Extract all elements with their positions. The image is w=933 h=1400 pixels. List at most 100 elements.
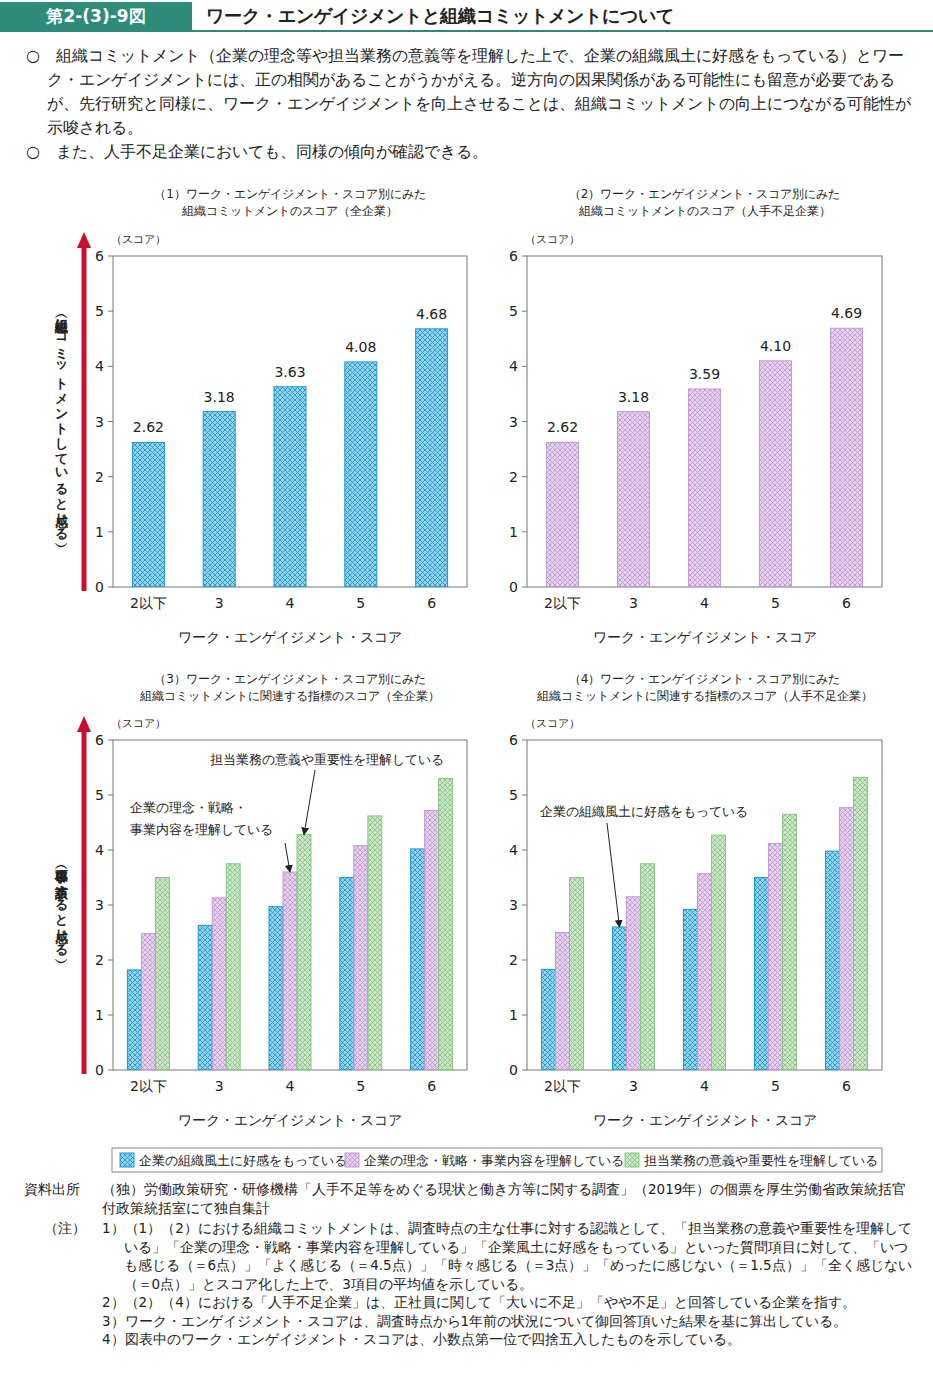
y-axis-label: （スコア） (525, 717, 580, 730)
y-tick (108, 256, 113, 257)
y-tick (522, 960, 527, 961)
y-tick (522, 850, 527, 851)
y-tick-label: 2 (509, 469, 518, 485)
legend-label: 企業の組織風土に好感をもっている (139, 1153, 347, 1168)
y-tick-label: 2 (95, 952, 104, 968)
y-tick-label: 0 (509, 579, 518, 595)
legend-swatch (625, 1153, 639, 1167)
annotation-line: 企業の組織風土に好感をもっている (540, 804, 748, 819)
bar (556, 933, 570, 1071)
y-tick-label: 3 (509, 414, 518, 430)
y-tick (522, 256, 527, 257)
x-axis-label: ワーク・エンゲイジメント・スコア (593, 629, 817, 645)
y-tick-label: 6 (95, 732, 104, 748)
x-tick-label: 5 (771, 595, 780, 611)
y-tick (522, 1015, 527, 1016)
bar (840, 808, 854, 1070)
x-tick-label: 6 (427, 1078, 436, 1094)
chart: （2）ワーク・エンゲイジメント・スコア別にみた組織コミットメントのスコア（人手不… (509, 187, 882, 645)
y-tick-label: 4 (95, 358, 104, 374)
annotation: 企業の組織風土に好感をもっている (540, 804, 748, 819)
legend: 企業の組織風土に好感をもっている企業の理念・戦略・事業内容を理解している担当業務… (112, 1148, 882, 1172)
marks: 企業の組織風土に好感をもっている企業の理念・戦略・事業内容を理解している担当業務… (542, 777, 868, 1070)
x-tick-label: 4 (700, 595, 709, 611)
bar (689, 389, 721, 587)
title-line: （4）ワーク・エンゲイジメント・スコア別にみた (569, 672, 841, 686)
title-line: 組織コミットメントのスコア（人手不足企業） (578, 204, 831, 218)
bar (132, 442, 164, 587)
bar (198, 925, 212, 1070)
data-labels: 2.623.183.594.104.69 (547, 305, 862, 435)
bar (712, 835, 726, 1070)
chart: （3）ワーク・エンゲイジメント・スコア別にみた組織コミットメントに関連する指標の… (55, 672, 468, 1128)
y-tick-label: 6 (509, 732, 518, 748)
bar (203, 412, 235, 587)
notes-items: 1）（1）（2）における組織コミットメントは、調査時点の主な仕事に対する認識とし… (102, 1219, 914, 1349)
bullet: ○ 組織コミットメント（企業の理念等や担当業務の意義等を理解した上で、企業の組織… (26, 44, 916, 140)
y-tick (108, 587, 113, 588)
x-tick-label: 2以下 (544, 1078, 581, 1094)
bar (698, 874, 712, 1070)
y-tick-label: 2 (95, 469, 104, 485)
bullets: ○ 組織コミットメント（企業の理念等や担当業務の意義等を理解した上で、企業の組織… (26, 44, 916, 164)
bar (416, 329, 448, 587)
chart: （1）ワーク・エンゲイジメント・スコア別にみた組織コミットメントのスコア（全企業… (55, 187, 468, 645)
x-tick-label: 3 (215, 1078, 224, 1094)
series: 企業の理念・戦略・事業内容を理解している (556, 808, 854, 1070)
y-tick (522, 740, 527, 741)
bar (760, 361, 792, 587)
bar (274, 387, 306, 587)
bar (340, 878, 354, 1071)
y-tick-label: 0 (95, 579, 104, 595)
page: （1）ワーク・エンゲイジメント・スコア別にみた組織コミットメントのスコア（全企業… (0, 0, 933, 1400)
source-label: 資料出所 (24, 1180, 102, 1217)
plot-frame (527, 740, 882, 1070)
y-tick-label: 6 (95, 248, 104, 264)
data-label: 3.18 (618, 389, 649, 405)
bar (425, 810, 439, 1070)
bar (411, 849, 425, 1070)
notes-label: （注） (24, 1219, 102, 1349)
y-tick (108, 740, 113, 741)
x-tick-label: 6 (842, 1078, 851, 1094)
bar (783, 814, 797, 1070)
y-tick-label: 0 (509, 1062, 518, 1078)
title-line: （2）ワーク・エンゲイジメント・スコア別にみた (569, 187, 841, 201)
figure-number: 第2-(3)-9図 (0, 2, 192, 30)
x-tick-label: 2以下 (130, 595, 167, 611)
plot-frame (527, 256, 882, 587)
y-tick-label: 1 (509, 1007, 518, 1023)
note: 2）（2）（4）における「人手不足企業」は、正社員に関して「大いに不足」「やや不… (102, 1293, 914, 1312)
y-tick (522, 905, 527, 906)
annotation: 担当業務の意義や重要性を理解している (210, 752, 444, 767)
header-rule (0, 30, 933, 32)
series: 担当業務の意義や重要性を理解している (570, 777, 868, 1070)
y-tick (108, 905, 113, 906)
bar (542, 969, 556, 1070)
axis-arrow (82, 246, 87, 591)
bar (141, 934, 155, 1070)
data-label: 4.10 (760, 338, 791, 354)
source-row: 資料出所（独）労働政策研究・研修機構「人手不足等をめぐる現状と働き方等に関する調… (24, 1180, 914, 1217)
title-line: 組織コミットメントに関連する指標のスコア（全企業） (139, 689, 440, 703)
y-tick (522, 366, 527, 367)
series: 企業の理念・戦略・事業内容を理解している (141, 810, 438, 1070)
plot-frame (113, 256, 467, 587)
y-tick-label: 0 (95, 1062, 104, 1078)
data-label: 2.62 (133, 419, 164, 435)
bar (368, 816, 382, 1070)
bar (831, 328, 863, 587)
y-tick-label: 2 (509, 952, 518, 968)
x-tick-label: 5 (771, 1078, 780, 1094)
title-line: （3）ワーク・エンゲイジメント・スコア別にみた (154, 672, 426, 686)
axis-arrow-head (77, 232, 91, 248)
bar (439, 779, 453, 1071)
marks (547, 328, 863, 587)
title-line: 組織コミットメントに関連する指標のスコア（人手不足企業） (536, 689, 873, 703)
x-axis-label: ワーク・エンゲイジメント・スコア (593, 1112, 817, 1128)
note: 1）（1）（2）における組織コミットメントは、調査時点の主な仕事に対する認識とし… (102, 1219, 914, 1293)
data-label: 3.63 (274, 364, 305, 380)
bullet: ○ また、人手不足企業においても、同様の傾向が確認できる。 (26, 140, 916, 164)
y-side-label: （組織にコミットメントしていると感じる） (55, 309, 70, 548)
chart-title: （3）ワーク・エンゲイジメント・スコア別にみた組織コミットメントに関連する指標の… (139, 672, 440, 703)
